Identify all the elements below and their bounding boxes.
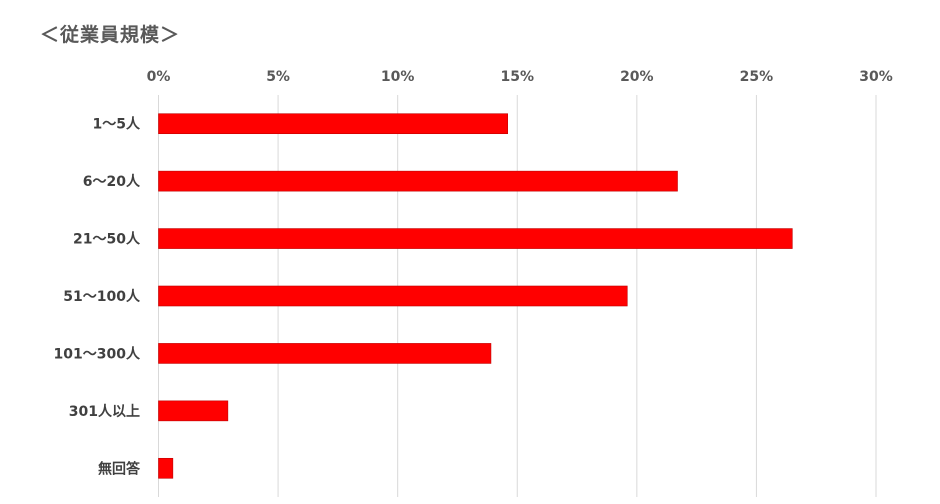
x-tick-label: 15% <box>500 69 534 85</box>
bar <box>158 228 793 249</box>
category-label: 1～5人 <box>93 116 141 133</box>
bar <box>158 113 508 135</box>
category-label: 無回答 <box>98 460 141 477</box>
category-label: 51～100人 <box>63 288 141 305</box>
category-label: 301人以上 <box>69 403 140 420</box>
bar <box>158 343 492 364</box>
x-tick-label: 30% <box>859 69 893 85</box>
bar <box>158 170 678 192</box>
category-label: 6～20人 <box>83 173 141 190</box>
x-tick-label: 0% <box>147 69 171 85</box>
bar <box>158 457 174 479</box>
category-label: 21～50人 <box>73 231 141 248</box>
x-tick-label: 25% <box>740 69 774 85</box>
chart-title: ＜従業員規模＞ <box>40 24 181 46</box>
x-tick-label: 5% <box>266 69 290 85</box>
bar <box>158 285 628 307</box>
x-tick-label: 20% <box>620 69 654 85</box>
category-label: 101～300人 <box>54 345 141 362</box>
x-tick-label: 10% <box>381 69 415 85</box>
bar <box>158 400 229 422</box>
